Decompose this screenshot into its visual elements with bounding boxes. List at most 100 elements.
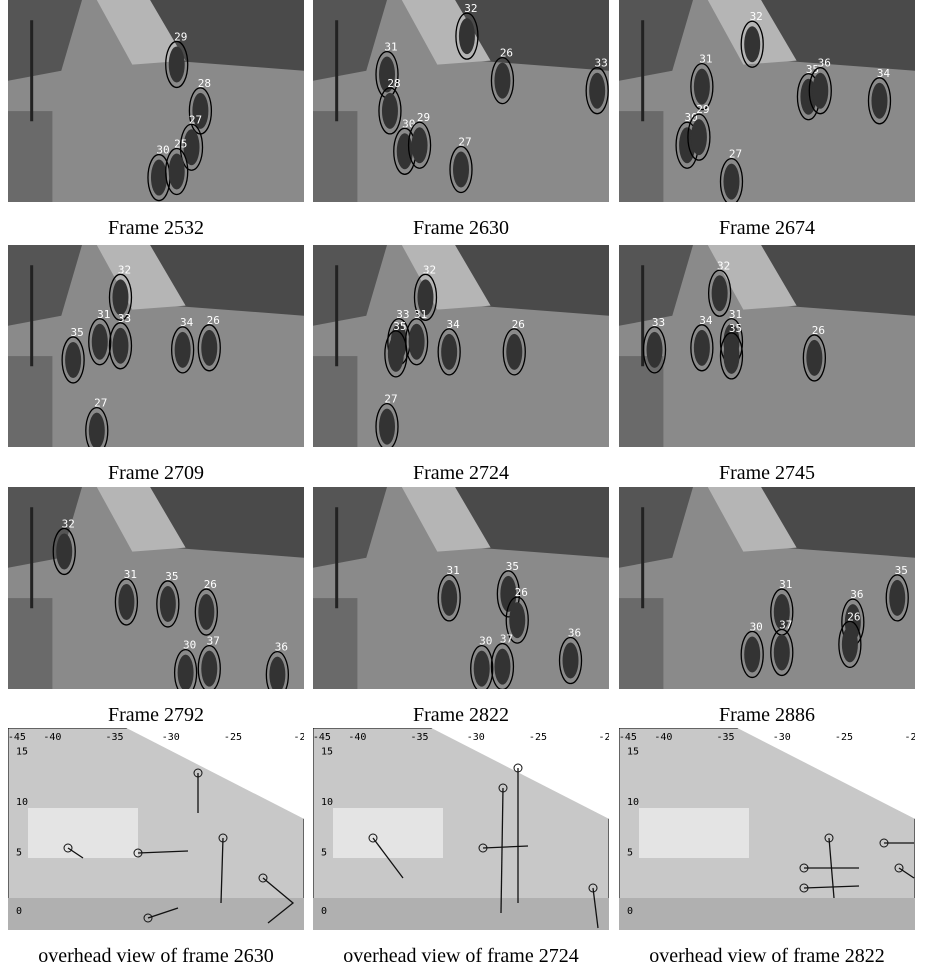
person xyxy=(441,334,457,370)
x-tick-label: -40 xyxy=(43,732,61,743)
person xyxy=(379,409,395,445)
track-id: 30 xyxy=(402,117,415,130)
track-id: 32 xyxy=(423,263,436,276)
person xyxy=(175,332,191,368)
track-id: 28 xyxy=(387,77,400,90)
person xyxy=(201,330,217,366)
x-tick-label: -30 xyxy=(467,732,485,743)
person xyxy=(871,83,887,119)
person xyxy=(774,634,790,670)
frame-caption: Frame 2674 xyxy=(617,217,917,240)
track-id: 33 xyxy=(118,312,131,325)
track-id: 34 xyxy=(877,67,891,80)
track-id: 31 xyxy=(124,568,137,581)
building xyxy=(28,808,138,858)
person xyxy=(198,594,214,630)
track-id: 32 xyxy=(118,263,131,276)
track-id: 32 xyxy=(62,517,75,530)
railing xyxy=(619,356,663,447)
x-tick-label: -45 xyxy=(619,732,637,743)
track-id: 35 xyxy=(393,320,406,333)
track-id: 33 xyxy=(595,57,608,70)
track-id: 30 xyxy=(183,639,196,652)
x-tick-label: -2 xyxy=(905,732,915,743)
track-id: 31 xyxy=(384,41,397,54)
track-id: 30 xyxy=(750,620,763,633)
track-id: 34 xyxy=(447,318,461,331)
person xyxy=(388,336,404,372)
overhead-view: -45-40-35-30-25-2151050 xyxy=(313,728,609,930)
track-id: 26 xyxy=(812,324,825,337)
overhead-view: -45-40-35-30-25-2151050 xyxy=(619,728,915,930)
person xyxy=(112,328,128,364)
track-id: 36 xyxy=(275,641,288,654)
person xyxy=(806,340,822,376)
person xyxy=(744,26,760,62)
frame-caption: Frame 2745 xyxy=(617,462,917,485)
frame-caption: Frame 2532 xyxy=(6,217,306,240)
x-tick-label: -30 xyxy=(162,732,180,743)
x-tick-label: -35 xyxy=(106,732,124,743)
railing xyxy=(619,111,663,202)
y-tick-label: 0 xyxy=(321,906,327,917)
x-tick-label: -25 xyxy=(529,732,547,743)
railing xyxy=(8,598,52,689)
frame-caption: Frame 2792 xyxy=(6,704,306,727)
track-id: 25 xyxy=(174,138,187,151)
person xyxy=(712,275,728,311)
building xyxy=(639,808,749,858)
track-id: 35 xyxy=(165,570,178,583)
y-tick-label: 0 xyxy=(627,906,633,917)
person xyxy=(112,279,128,315)
person xyxy=(92,324,108,360)
x-tick-label: -25 xyxy=(835,732,853,743)
frame-caption: Frame 2630 xyxy=(311,217,611,240)
frame-caption: Frame 2886 xyxy=(617,704,917,727)
overhead-caption: overhead view of frame 2822 xyxy=(617,945,917,968)
person xyxy=(474,651,490,687)
person xyxy=(647,332,663,368)
track-id: 35 xyxy=(895,564,908,577)
frame-image: 35 31 36 30 37 26 xyxy=(619,487,915,689)
track-id: 37 xyxy=(500,633,513,646)
x-tick-label: -2 xyxy=(294,732,304,743)
track-id: 26 xyxy=(512,318,525,331)
person xyxy=(691,119,707,155)
person xyxy=(441,580,457,616)
track-id: 32 xyxy=(717,259,730,272)
person xyxy=(160,586,176,622)
y-tick-label: 15 xyxy=(16,746,28,757)
track-id: 26 xyxy=(204,578,217,591)
frame-image: 3231263328302927 xyxy=(313,0,609,202)
y-tick-label: 15 xyxy=(627,746,639,757)
frame-image: 32333135342627 xyxy=(313,245,609,447)
track-id: 26 xyxy=(500,47,513,60)
railing xyxy=(313,111,357,202)
person xyxy=(453,151,469,187)
person xyxy=(151,160,167,196)
frame-image: 2928273025 xyxy=(8,0,304,202)
person xyxy=(178,655,194,689)
person xyxy=(169,154,185,190)
figure: 2928273025Frame 25323231263328302927Fram… xyxy=(0,0,931,970)
person xyxy=(694,69,710,105)
track-id: 34 xyxy=(180,316,194,329)
railing xyxy=(313,356,357,447)
y-tick-label: 5 xyxy=(16,847,22,858)
track-id: 36 xyxy=(850,588,863,601)
track-id: 29 xyxy=(696,103,709,116)
track-id: 29 xyxy=(417,111,430,124)
track-id: 31 xyxy=(779,578,792,591)
track-id: 36 xyxy=(568,627,581,640)
person xyxy=(563,643,579,679)
x-tick-label: -40 xyxy=(654,732,672,743)
track-id: 36 xyxy=(818,57,831,70)
track-id: 27 xyxy=(729,148,742,161)
track-id: 26 xyxy=(847,610,860,623)
y-tick-label: 10 xyxy=(16,797,28,808)
person xyxy=(744,636,760,672)
railing xyxy=(619,598,663,689)
track-id: 37 xyxy=(779,618,792,631)
x-tick-label: -40 xyxy=(348,732,366,743)
